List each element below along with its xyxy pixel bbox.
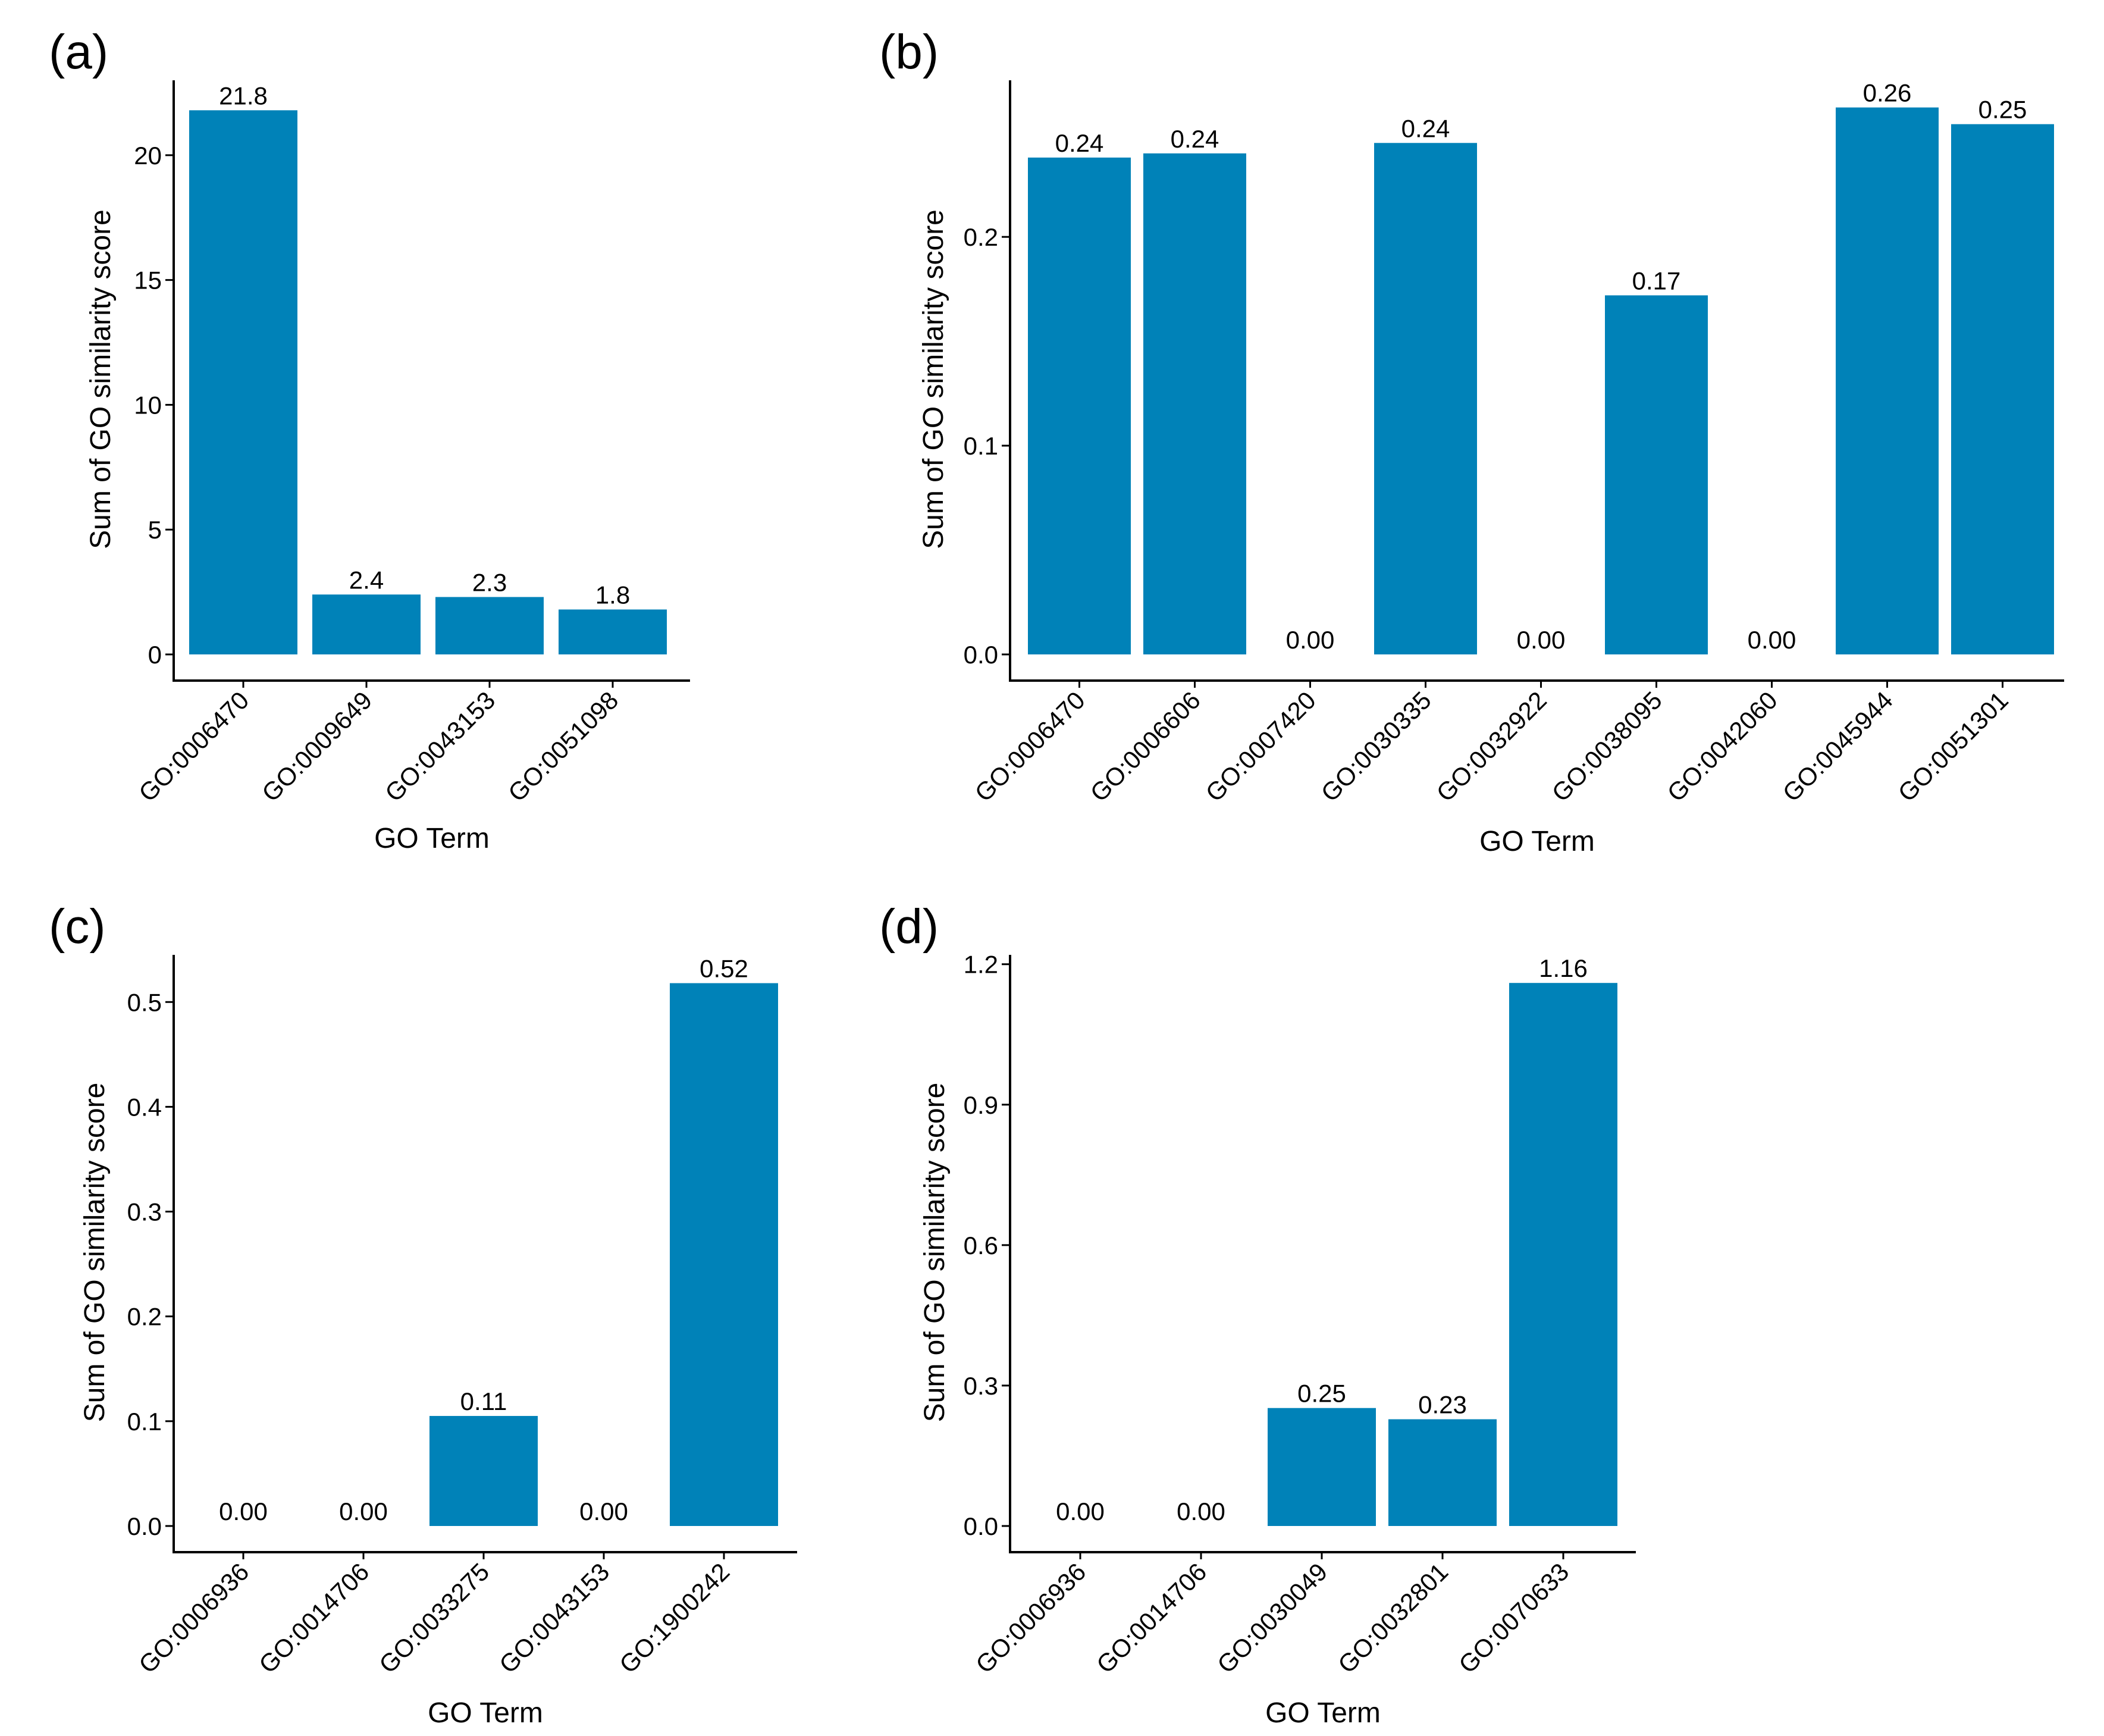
bar-value-label: 0.00 [339,1497,388,1525]
y-tick-label: 0.1 [964,432,998,460]
bar-value-label: 2.4 [349,566,384,594]
x-tick-label: GO:0038095 [1547,686,1667,807]
bar [312,594,421,654]
bar-value-label: 0.00 [1056,1497,1105,1525]
y-tick-label: 0.0 [964,1512,998,1540]
x-tick-label: GO:0051098 [503,686,623,807]
chart-panel: (d) 0.00 GO:0006936 0.00 GO:0014706 0.25 GO:00… [879,900,1636,1729]
bar [189,110,297,654]
bar-value-label: 0.00 [1748,626,1796,654]
bar-value-label: 0.24 [1171,125,1219,153]
x-tick-label: GO:0051301 [1893,686,2014,807]
panel-label: (d) [879,900,939,954]
bar [429,1416,538,1526]
bar-value-label: 0.23 [1418,1391,1467,1419]
x-tick-label: GO:0014706 [253,1558,374,1678]
x-tick-label: GO:0030049 [1212,1558,1332,1678]
y-tick-label: 0.0 [127,1512,162,1540]
x-tick-label: GO:0006470 [133,686,254,807]
bar-value-label: 0.25 [1978,96,2027,124]
y-tick-label: 0.2 [964,223,998,251]
bar [1951,124,2054,654]
x-tick-label: GO:0042060 [1662,686,1783,807]
x-tick-label: GO:0006470 [970,686,1090,807]
bar [1388,1419,1497,1526]
x-tick-label: GO:0006606 [1085,686,1206,807]
bar [1374,143,1477,655]
y-tick-label: 0.6 [964,1232,998,1259]
x-tick-label: GO:0007420 [1200,686,1321,807]
bar-value-label: 0.00 [219,1497,268,1525]
y-tick-label: 0.3 [127,1198,162,1226]
x-tick-label: GO:1900242 [614,1558,735,1678]
bar [1143,153,1246,654]
y-tick-label: 1.2 [964,951,998,979]
bar-value-label: 0.00 [1517,626,1566,654]
chart-panel: (a) 21.8 GO:0006470 2.4 GO:0009649 2.3 GO:0043… [49,25,690,854]
bar-value-label: 0.00 [579,1497,628,1525]
x-tick-label: GO:0032801 [1332,1558,1453,1678]
x-tick-label: GO:0006936 [970,1558,1091,1678]
y-tick-label: 20 [134,142,162,170]
bar [1605,295,1708,654]
chart-panel: (b) 0.24 GO:0006470 0.24 GO:0006606 0.00 GO:00… [879,25,2064,857]
bar [1836,107,1939,655]
bar-value-label: 0.17 [1632,267,1681,294]
x-tick-label: GO:0043153 [494,1558,614,1678]
x-tick-label: GO:0070633 [1453,1558,1574,1678]
x-axis-title: GO Term [1479,826,1595,857]
bar [1028,157,1131,654]
x-tick-label: GO:0032922 [1431,686,1552,807]
x-tick-label: GO:0009649 [256,686,377,807]
x-tick-label: GO:0006936 [133,1558,254,1678]
y-axis-title: Sum of GO similarity score [85,209,117,549]
x-axis-title: GO Term [1265,1697,1381,1729]
y-tick-label: 15 [134,267,162,294]
bar [670,983,778,1526]
panel-label: (b) [879,25,939,79]
y-tick-label: 10 [134,391,162,419]
bar-value-label: 0.00 [1177,1497,1225,1525]
bar-value-label: 0.25 [1297,1380,1346,1408]
x-tick-label: GO:0043153 [380,686,500,807]
bar [435,597,544,654]
bar-value-label: 0.24 [1401,114,1450,142]
y-tick-label: 0.4 [127,1093,162,1121]
y-axis-title: Sum of GO similarity score [918,209,949,549]
x-axis-title: GO Term [374,823,490,854]
y-tick-label: 0.9 [964,1091,998,1119]
x-tick-label: GO:0030335 [1316,686,1437,807]
y-tick-label: 5 [148,516,162,544]
y-axis-title: Sum of GO similarity score [919,1083,951,1422]
bar-value-label: 0.26 [1863,79,1912,107]
bar [1509,983,1617,1526]
x-tick-label: GO:0014706 [1091,1558,1212,1678]
x-tick-label: GO:0033275 [374,1558,494,1678]
y-tick-label: 0.0 [964,641,998,669]
y-axis-title: Sum of GO similarity score [79,1083,111,1422]
y-tick-label: 0 [148,641,162,669]
bar-value-label: 0.24 [1055,129,1104,157]
panel-label: (a) [49,25,108,79]
bar-value-label: 21.8 [219,82,268,109]
bar-value-label: 1.8 [595,581,630,609]
y-tick-label: 0.1 [127,1408,162,1436]
y-tick-label: 0.5 [127,988,162,1016]
panel-label: (c) [49,900,106,954]
bar-value-label: 1.16 [1539,954,1588,982]
bar-value-label: 0.11 [460,1387,507,1415]
x-axis-title: GO Term [428,1697,543,1729]
bar-value-label: 0.52 [700,955,748,983]
y-tick-label: 0.3 [964,1372,998,1400]
bar [559,609,667,654]
bar-value-label: 2.3 [472,569,507,597]
chart-panel: (c) 0.00 GO:0006936 0.00 GO:0014706 0.11 GO:00… [49,900,797,1729]
bar [1268,1408,1376,1526]
bar-value-label: 0.00 [1286,626,1335,654]
y-tick-label: 0.2 [127,1303,162,1331]
x-tick-label: GO:0045944 [1777,686,1898,807]
